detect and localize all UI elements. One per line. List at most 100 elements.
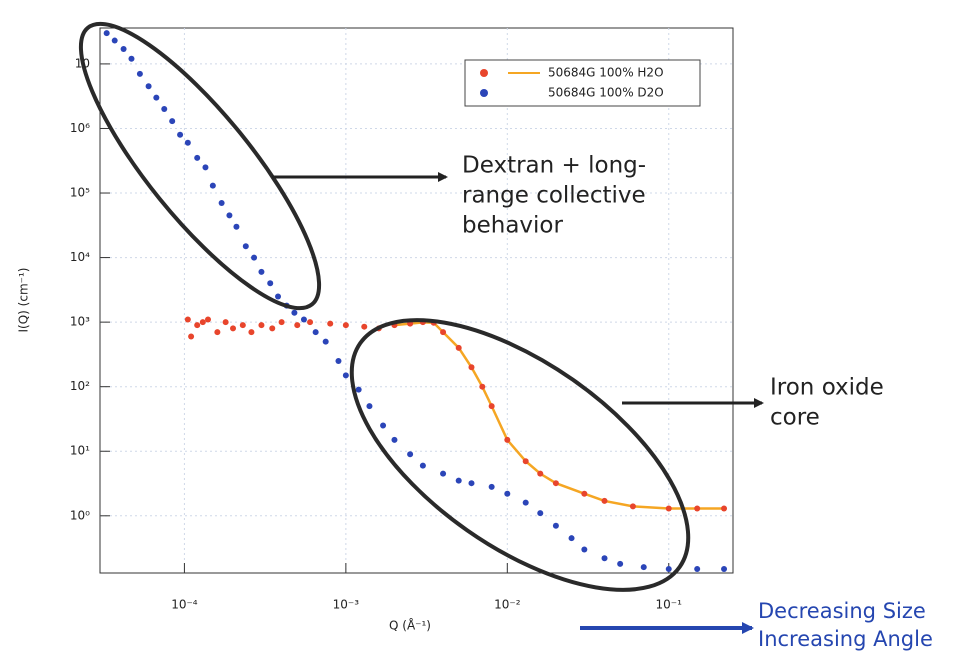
data-point [300, 316, 307, 323]
data-point [322, 338, 329, 345]
data-point [153, 94, 160, 101]
y-tick-label: 10² [70, 379, 90, 393]
data-point [455, 344, 462, 351]
data-point [188, 333, 195, 340]
data-point [407, 451, 414, 458]
data-point [248, 329, 255, 336]
data-point [640, 564, 647, 571]
legend: 50684G 100% H2O 50684G 100% D2O [464, 59, 701, 107]
data-point [391, 436, 398, 443]
legend-label: 50684G 100% H2O [548, 66, 664, 80]
data-point [504, 490, 511, 497]
data-point [267, 280, 274, 287]
data-point [488, 403, 495, 410]
data-point [184, 139, 191, 146]
legend-marker [480, 89, 488, 97]
data-point [361, 323, 368, 330]
y-tick-label: 10⁵ [70, 186, 90, 200]
data-point [161, 106, 168, 113]
data-point [629, 503, 636, 510]
plot-area [99, 27, 734, 574]
data-point [504, 436, 511, 443]
data-point [522, 499, 529, 506]
data-point [335, 358, 342, 365]
data-point [239, 322, 246, 329]
annotation: Increasing Angle [758, 627, 933, 651]
data-point [601, 555, 608, 562]
data-point [128, 55, 135, 62]
y-tick-label: 10⁰ [70, 508, 90, 522]
data-point [522, 458, 529, 465]
highlight-ellipse [349, 318, 691, 592]
x-axis-label: Q (Å⁻¹) [389, 618, 431, 633]
x-tick-label: 10⁻¹ [656, 598, 683, 612]
data-point [136, 70, 143, 77]
y-tick-label: 10³ [70, 315, 90, 329]
data-point [537, 470, 544, 477]
data-point [552, 522, 559, 529]
data-point [120, 46, 127, 53]
data-point [145, 83, 152, 90]
data-point [355, 386, 362, 393]
data-point [177, 131, 184, 138]
y-tick-label: 10¹ [70, 444, 90, 458]
data-point [291, 309, 298, 316]
data-point [202, 164, 209, 171]
data-point [721, 505, 728, 512]
data-point [366, 403, 373, 410]
data-point [251, 254, 258, 261]
data-point [233, 223, 240, 230]
data-point [312, 329, 319, 336]
x-tick-label: 10⁻⁴ [171, 598, 198, 612]
legend-label: 50684G 100% D2O [548, 86, 664, 100]
data-point [694, 565, 701, 572]
data-point [581, 490, 588, 497]
y-axis-label: I(Q) (cm⁻¹) [17, 268, 31, 333]
annotation: Iron oxide [770, 375, 884, 401]
data-point [209, 182, 216, 189]
data-point [214, 329, 221, 336]
y-tick-label: 10 [75, 56, 90, 70]
data-point [468, 364, 475, 371]
grid [100, 28, 733, 573]
data-point [269, 325, 276, 332]
data-point [581, 546, 588, 553]
data-point [479, 383, 486, 390]
legend-marker [480, 69, 488, 77]
data-point [258, 322, 265, 329]
data-point [440, 329, 447, 336]
data-point [199, 319, 206, 326]
annotation: core [770, 405, 820, 431]
data-point [258, 268, 265, 275]
data-point [103, 30, 110, 37]
data-point [617, 560, 624, 567]
y-tick-label: 10⁴ [70, 250, 90, 264]
marks [103, 30, 728, 572]
data-point [307, 319, 314, 326]
data-point [568, 535, 575, 542]
annotation: range collective [462, 183, 646, 209]
annotation: Dextran + long- [462, 153, 646, 179]
data-point [111, 37, 118, 44]
data-point [468, 480, 475, 487]
data-point [665, 565, 672, 572]
data-point [275, 293, 282, 300]
data-point [242, 243, 249, 250]
data-point [419, 462, 426, 469]
x-tick-label: 10⁻³ [333, 598, 360, 612]
data-point [342, 322, 349, 329]
y-tick-label: 10⁶ [70, 121, 90, 135]
data-point [226, 212, 233, 219]
data-point [552, 480, 559, 487]
annotation: behavior [462, 213, 563, 239]
data-point [665, 505, 672, 512]
highlight-ellipse [78, 21, 322, 311]
data-point [694, 505, 701, 512]
data-point [488, 483, 495, 490]
data-point [194, 154, 201, 161]
data-point [169, 118, 176, 125]
annotation: Decreasing Size [758, 599, 926, 623]
data-point [194, 322, 201, 329]
data-point [278, 319, 285, 326]
data-point [455, 477, 462, 484]
